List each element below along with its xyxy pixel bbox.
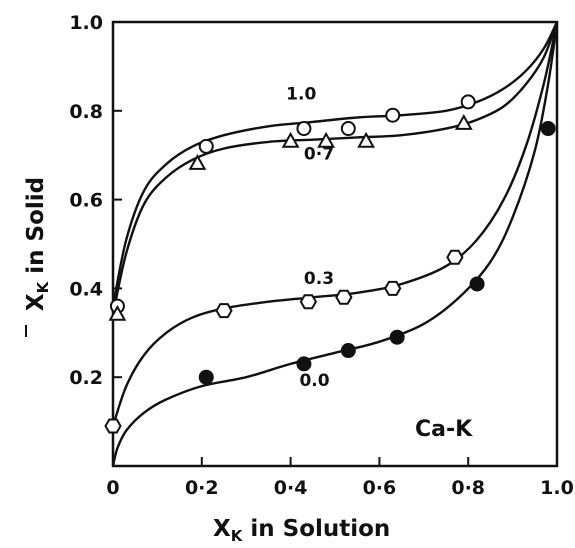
triangle-point bbox=[357, 131, 376, 148]
hexagon-point bbox=[104, 418, 122, 434]
x-ticks: 0 0·2 0·4 0·6 0·8 1.0 bbox=[106, 457, 574, 499]
y-axis-title-subscript: K bbox=[34, 280, 52, 293]
data-points bbox=[104, 94, 556, 434]
y-axis-title: XK in Solid bbox=[23, 177, 52, 311]
series-label: 1.0 bbox=[286, 85, 316, 105]
hexagon-point bbox=[446, 249, 464, 265]
circle-point bbox=[340, 121, 356, 137]
series-annotations: 1.0 0·7 0.3 0.0 bbox=[286, 85, 334, 391]
y-tick-label: 0.2 bbox=[69, 367, 103, 389]
series-label: 0.0 bbox=[299, 371, 329, 391]
curve-triangle bbox=[111, 21, 559, 316]
fit-curves bbox=[111, 21, 559, 467]
x-axis-title-subscript: K bbox=[231, 527, 244, 545]
triangle-point bbox=[281, 131, 300, 148]
hexagon-point bbox=[335, 289, 353, 305]
filled-circle-point bbox=[540, 121, 556, 137]
curve-circle bbox=[111, 21, 559, 307]
y-axis-title-symbol: X bbox=[23, 293, 49, 311]
x-axis-title-symbol: X bbox=[213, 516, 231, 542]
y-ticks: 0.2 0.4 0.6 0.8 1.0 bbox=[69, 12, 122, 389]
triangle-point bbox=[108, 304, 127, 321]
plot-frame bbox=[111, 20, 559, 468]
x-axis-title: XK in Solution bbox=[213, 516, 390, 545]
x-axis-title-rest: in Solution bbox=[242, 516, 390, 542]
curve-hexagon bbox=[111, 21, 559, 427]
hexagon-point bbox=[215, 303, 233, 319]
series-label: 0·7 bbox=[304, 145, 334, 165]
circle-point bbox=[296, 121, 312, 137]
x-tick-label: 0·8 bbox=[451, 477, 485, 499]
x-tick-label: 0·4 bbox=[274, 477, 308, 499]
system-label: Ca-K bbox=[415, 417, 473, 442]
x-tick-label: 1.0 bbox=[540, 477, 574, 499]
y-tick-label: 0.8 bbox=[69, 101, 103, 123]
y-axis-title-rest: in Solid bbox=[23, 177, 49, 282]
y-tick-label: 0.4 bbox=[69, 278, 103, 300]
filled-circle-point bbox=[198, 369, 214, 385]
triangle-point bbox=[188, 154, 207, 170]
hexagon-point bbox=[384, 280, 402, 296]
x-tick-label: 0·6 bbox=[363, 477, 397, 499]
series-label: 0.3 bbox=[304, 269, 334, 289]
curve-filled-circle bbox=[111, 21, 559, 467]
triangle-point bbox=[317, 131, 336, 148]
x-tick-label: 0·2 bbox=[185, 477, 219, 499]
filled-circle-point bbox=[340, 343, 356, 359]
triangle-point bbox=[454, 114, 473, 130]
y-tick-label: 0.6 bbox=[69, 190, 103, 212]
circle-point bbox=[198, 138, 214, 154]
hexagon-point bbox=[299, 294, 318, 310]
y-axis-title-group: XK in Solid bbox=[23, 177, 52, 337]
x-tick-label: 0 bbox=[106, 477, 119, 499]
y-tick-label: 1.0 bbox=[69, 12, 103, 34]
circle-point bbox=[385, 107, 401, 123]
filled-circle-point bbox=[469, 276, 485, 292]
filled-circle-point bbox=[296, 356, 312, 372]
filled-circle-point bbox=[389, 329, 405, 345]
circle-point bbox=[460, 94, 476, 110]
